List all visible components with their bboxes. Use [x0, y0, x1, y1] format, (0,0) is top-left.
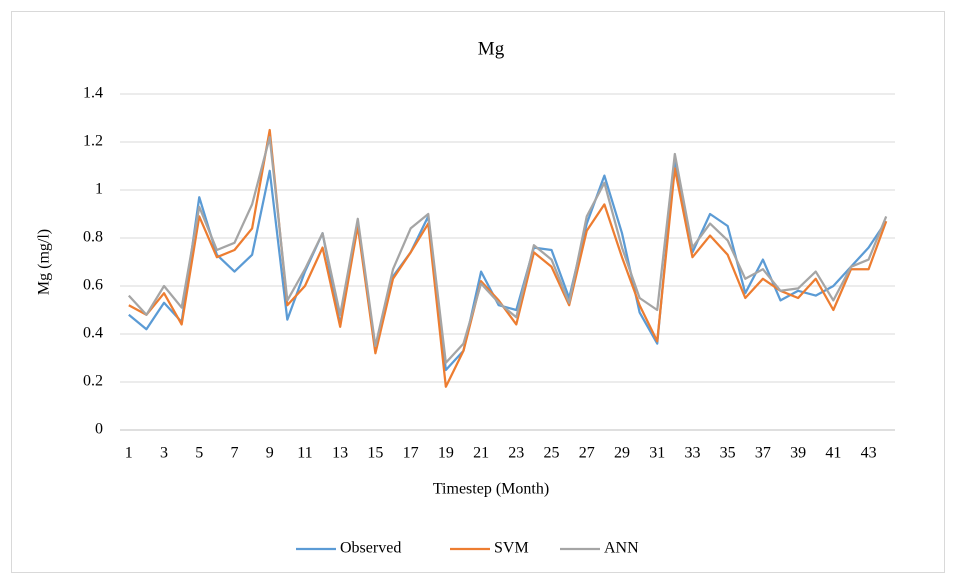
x-tick-label: 7	[230, 445, 238, 462]
y-tick-label: 1	[95, 181, 103, 198]
data-line	[128, 128, 888, 388]
legend-label: Observed	[340, 540, 401, 557]
y-tick-label: 1.2	[83, 133, 103, 150]
x-tick-label: 13	[332, 445, 348, 462]
legend-label: ANN	[604, 540, 639, 557]
data-line	[127, 136, 888, 364]
x-tick-label: 31	[649, 445, 665, 462]
x-tick-label: 21	[473, 445, 489, 462]
x-tick-label: 41	[825, 445, 841, 462]
x-tick-label: 15	[367, 445, 383, 462]
x-axis-title: Timestep (Month)	[433, 481, 549, 498]
data-line	[128, 157, 888, 372]
y-axis-title: Mg (mg/l)	[36, 229, 53, 295]
y-tick-label: 0.8	[83, 229, 103, 246]
y-tick-label: 0.2	[83, 373, 103, 390]
x-tick-label: 19	[438, 445, 454, 462]
y-tick-label: 1.4	[83, 85, 103, 102]
y-tick-label: 0	[95, 421, 103, 438]
x-tick-label: 33	[684, 445, 700, 462]
x-tick-label: 17	[403, 445, 419, 462]
x-tick-label: 9	[266, 445, 274, 462]
x-tick-label: 11	[297, 445, 312, 462]
legend-label: SVM	[494, 540, 529, 557]
chart-title: Mg	[478, 38, 505, 59]
x-tick-label: 3	[160, 445, 168, 462]
x-tick-label: 1	[125, 445, 133, 462]
x-tick-label: 27	[579, 445, 595, 462]
x-tick-label: 35	[720, 445, 736, 462]
x-tick-label: 29	[614, 445, 630, 462]
x-tick-label: 37	[755, 445, 771, 462]
y-tick-label: 0.4	[83, 325, 103, 342]
x-tick-label: 25	[544, 445, 560, 462]
x-tick-label: 23	[508, 445, 524, 462]
y-tick-label: 0.6	[83, 277, 103, 294]
x-tick-label: 5	[195, 445, 203, 462]
x-tick-label: 39	[790, 445, 806, 462]
x-tick-label: 43	[861, 445, 877, 462]
